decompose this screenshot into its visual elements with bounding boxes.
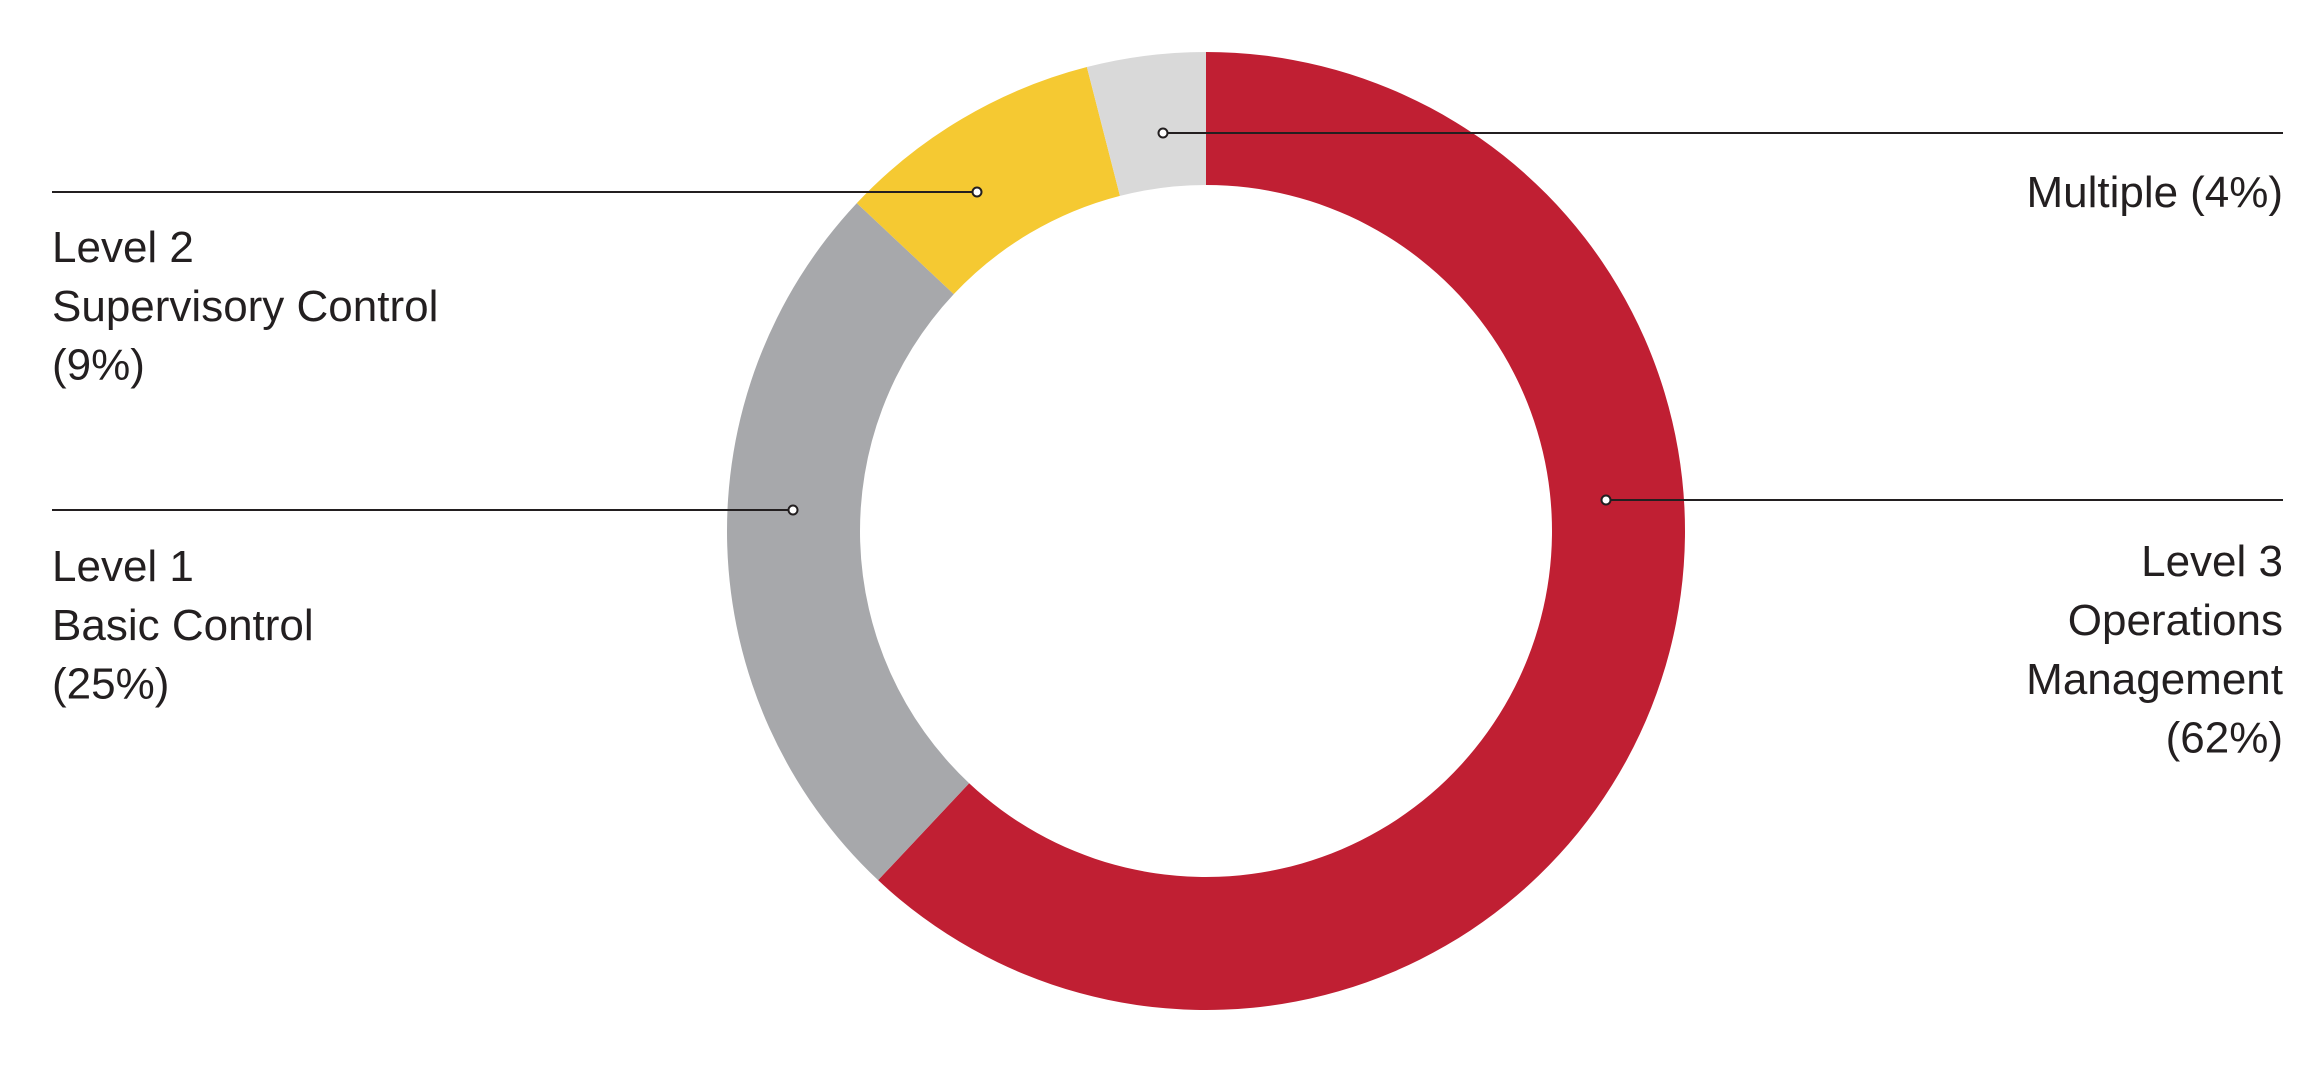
leader-dot [1600,494,1612,506]
category-label: Supervisory Control [52,282,438,331]
donut-segment [878,52,1685,1011]
segment-label: Level 1 Basic Control (25%) [52,542,314,709]
donut-segment [727,203,970,881]
label-line: Operations [2068,596,2283,645]
label-line: Management [2026,655,2283,704]
value-label: (9%) [52,341,145,390]
category-label: Level 3 [2141,537,2283,586]
label-line: Basic Control [52,601,314,650]
category-label: Management [2026,655,2283,704]
donut-segment [1086,52,1206,196]
segment-label: Level 2 Supervisory Control (9%) [52,223,438,390]
segment-label: Level 3 Operations Management (62%) [2026,537,2283,763]
label-line: Level 3 [2141,537,2283,586]
value-label: (62%) [2166,714,2283,763]
leader-dot [971,186,983,198]
segment-label: Multiple (4%) [2026,168,2283,217]
category-label: Multiple [2026,168,2178,217]
value-label: (25%) [52,660,169,709]
category-label: Basic Control [52,601,314,650]
category-label: Level 1 [52,542,194,591]
label-line: Multiple (4%) [2026,168,2283,217]
leader-dot [1157,127,1169,139]
value-label: (4%) [2190,168,2283,217]
leader-dot [787,504,799,516]
label-line: Level 1 [52,542,194,591]
category-label: Level 2 [52,223,194,272]
label-line: Level 2 [52,223,194,272]
category-label: Operations [2068,596,2283,645]
label-line: Supervisory Control [52,282,438,331]
donut-segment [856,67,1120,295]
